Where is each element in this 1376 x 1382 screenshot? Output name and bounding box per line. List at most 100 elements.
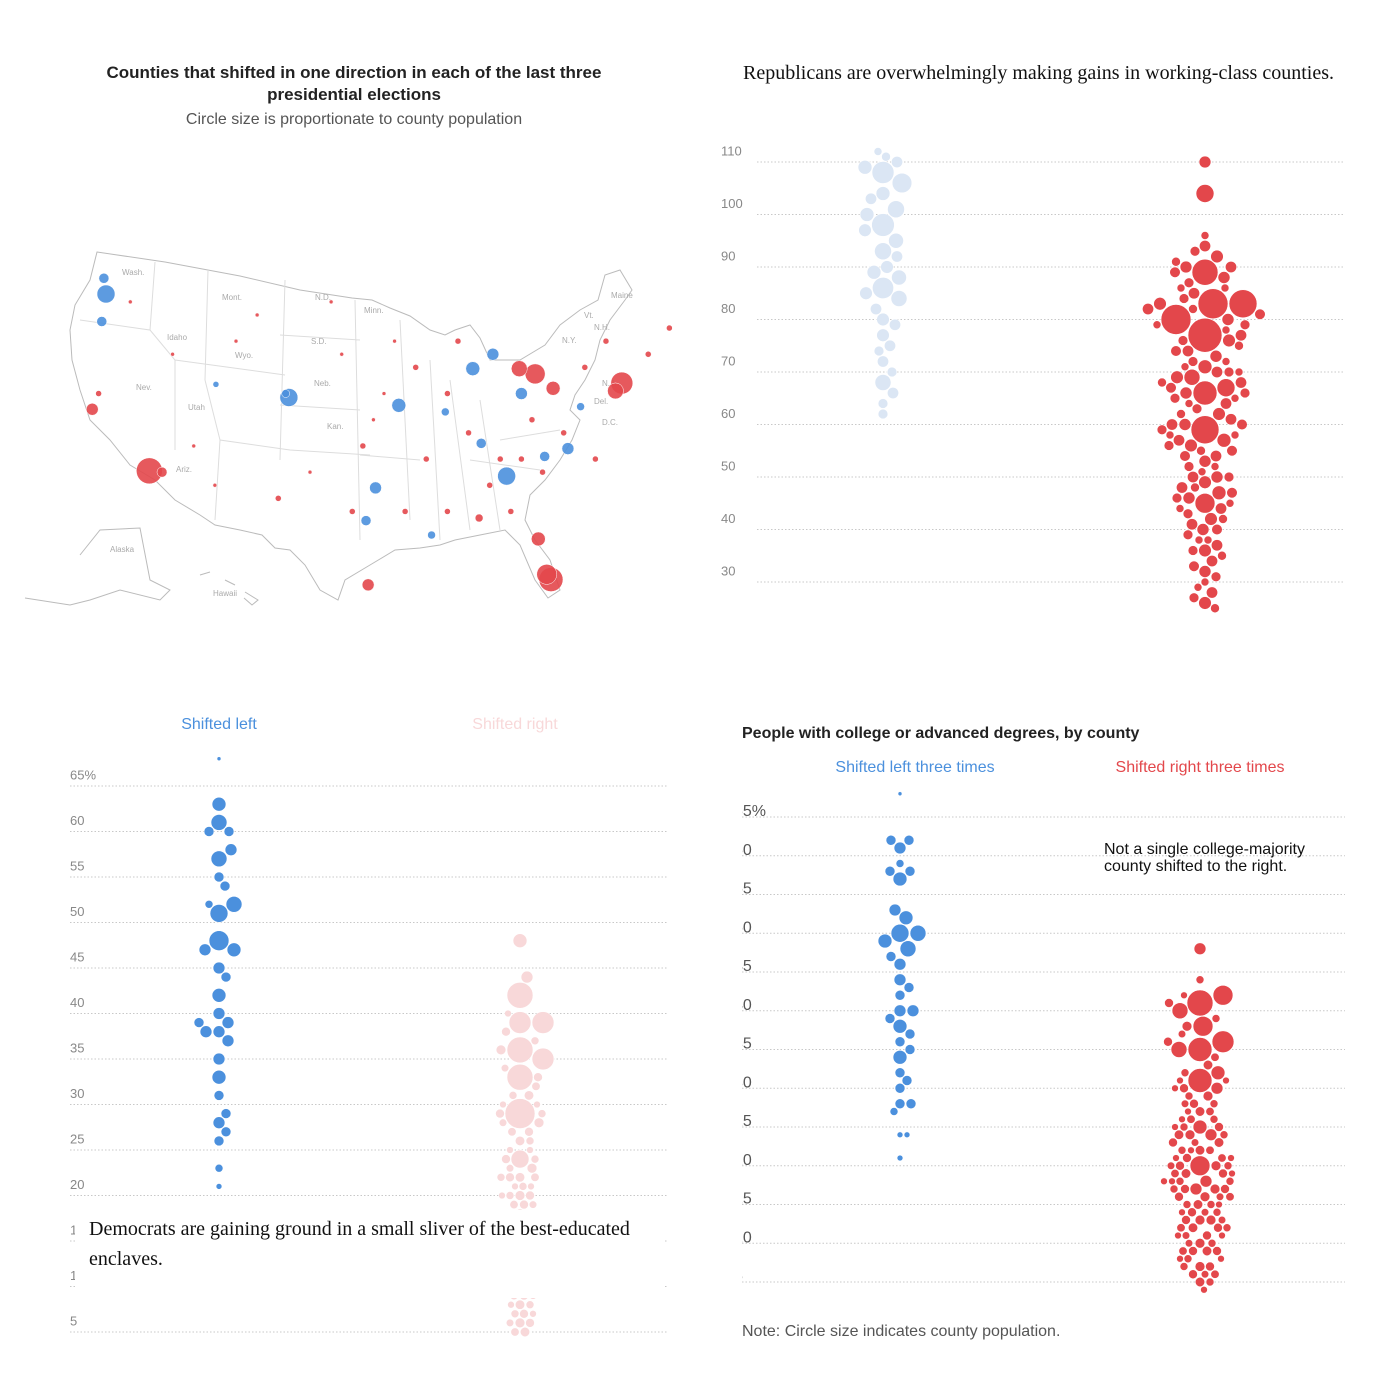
- county-circle: [1210, 450, 1222, 462]
- county-circle: [1226, 445, 1238, 457]
- county-circle: [339, 352, 344, 357]
- county-circle: [95, 390, 102, 397]
- county-circle: [1188, 304, 1198, 314]
- county-circle: [1176, 481, 1188, 494]
- county-circle: [1200, 1208, 1210, 1217]
- county-circle: [170, 352, 175, 357]
- county-circle: [281, 389, 290, 398]
- annotation-text: Republicans are overwhelmingly making ga…: [743, 58, 1343, 94]
- county-circle: [509, 1200, 519, 1210]
- county-circle: [884, 865, 896, 877]
- county-circle: [1173, 434, 1185, 447]
- county-circle: [905, 1098, 917, 1110]
- county-circle: [1188, 1269, 1198, 1280]
- county-circle: [1179, 1262, 1189, 1271]
- county-circle: [1194, 1214, 1206, 1226]
- county-circle: [523, 1090, 535, 1101]
- county-circle: [86, 403, 99, 416]
- county-circle: [1228, 289, 1258, 319]
- county-circle: [888, 903, 902, 917]
- county-circle: [1210, 470, 1224, 484]
- county-circle: [519, 1326, 531, 1338]
- county-circle: [870, 303, 882, 315]
- state-label: Wyo.: [235, 351, 253, 360]
- county-circle: [223, 826, 235, 837]
- county-circle: [213, 1135, 225, 1147]
- county-circle: [1171, 1084, 1179, 1093]
- county-circle: [221, 1016, 235, 1029]
- county-circle: [1230, 430, 1240, 440]
- county-circle: [581, 364, 589, 371]
- state-label: Del.: [594, 397, 608, 406]
- county-circle: [1198, 454, 1212, 468]
- county-circle: [1174, 1231, 1182, 1240]
- county-circle: [1212, 984, 1234, 1006]
- state-label: N.J.: [602, 379, 616, 388]
- county-circle: [381, 391, 387, 396]
- county-circle: [857, 159, 873, 175]
- county-circle: [1198, 155, 1212, 169]
- county-circle: [1178, 1246, 1188, 1256]
- county-circle: [1179, 260, 1193, 274]
- county-circle: [531, 1047, 555, 1071]
- county-circle: [1225, 498, 1235, 508]
- county-circle: [1215, 1200, 1223, 1209]
- county-circle: [1218, 1231, 1226, 1240]
- county-circle: [898, 910, 914, 926]
- county-circle: [401, 508, 409, 515]
- county-circle: [361, 578, 375, 592]
- county-circle: [1187, 545, 1199, 556]
- state-label: Vt.: [584, 311, 594, 320]
- county-circle: [1194, 1145, 1206, 1156]
- county-circle: [877, 408, 889, 420]
- county-circle: [1156, 424, 1168, 435]
- county-circle: [1211, 485, 1227, 501]
- county-circle: [199, 1025, 213, 1038]
- county-circle: [1209, 349, 1223, 363]
- county-circle: [1209, 1183, 1221, 1195]
- county-circle: [1226, 487, 1238, 499]
- county-circle: [1194, 1261, 1206, 1272]
- county-circle: [1187, 1068, 1213, 1093]
- county-circle: [1211, 1030, 1235, 1054]
- county-circle: [1225, 261, 1237, 273]
- county-circle: [1205, 1214, 1217, 1226]
- county-circle: [1211, 366, 1223, 378]
- county-circle: [1181, 1021, 1193, 1032]
- county-circle: [539, 451, 550, 462]
- county-circle: [1181, 1215, 1191, 1225]
- county-circle: [505, 1164, 515, 1173]
- county-circle: [465, 361, 481, 376]
- county-circle: [886, 366, 898, 378]
- county-circle: [894, 1098, 906, 1110]
- county-circle: [1195, 975, 1205, 985]
- county-circle: [505, 1191, 515, 1200]
- county-circle: [212, 1116, 226, 1129]
- county-circle: [871, 213, 895, 237]
- county-circle: [1182, 508, 1194, 519]
- county-circle: [885, 951, 897, 962]
- county-circle: [1183, 368, 1201, 386]
- county-circle: [520, 970, 534, 984]
- county-circle: [1205, 1277, 1215, 1287]
- county-circle: [1170, 1168, 1180, 1179]
- y-tick-label: 50: [734, 919, 752, 936]
- county-circle: [359, 442, 367, 450]
- county-circle: [1184, 1107, 1192, 1116]
- county-circle: [213, 1090, 225, 1101]
- county-circle: [1169, 266, 1181, 278]
- county-circle: [1210, 1269, 1220, 1279]
- county-circle: [216, 756, 222, 762]
- county-circle: [1187, 471, 1199, 483]
- county-circle: [519, 1309, 529, 1319]
- y-tick-label: 110: [721, 143, 742, 158]
- county-circle: [881, 151, 891, 162]
- county-circle: [1193, 942, 1207, 956]
- county-circle: [1187, 1207, 1197, 1218]
- county-circle: [510, 1149, 530, 1169]
- county-circle: [212, 1007, 226, 1020]
- county-circle: [1211, 523, 1223, 536]
- county-circle: [1213, 1137, 1225, 1148]
- county-circle: [526, 1146, 534, 1154]
- county-circle: [1168, 1137, 1178, 1148]
